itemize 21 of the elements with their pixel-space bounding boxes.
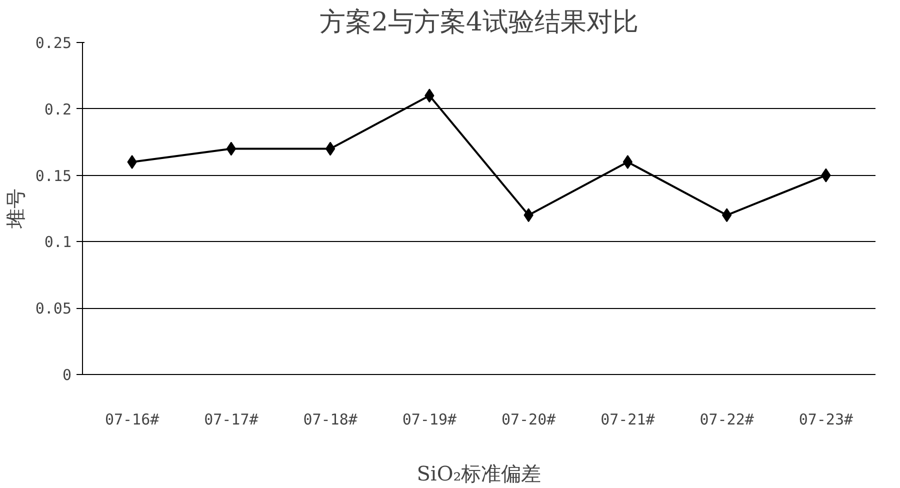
x-tick-label: 07-23# <box>798 410 854 428</box>
x-tick-label: 07-21# <box>600 410 655 428</box>
point <box>722 208 732 222</box>
y-tick-label: 0.05 <box>35 300 72 318</box>
x-tick-label: 07-20# <box>501 410 556 428</box>
point <box>622 155 633 170</box>
y-tick-label: 0.25 <box>35 34 72 52</box>
y-tick-label: 0.1 <box>44 233 72 252</box>
y-tick-label: 0 <box>62 366 72 384</box>
x-axis-title: SiO₂标准偏差 <box>416 462 542 486</box>
point <box>325 142 336 156</box>
x-tick-label: 07-16# <box>104 410 160 428</box>
x-tick-label: 07-18# <box>303 410 358 428</box>
y-tick-label: 0.15 <box>35 166 72 185</box>
x-tick-label: 07-17# <box>204 410 258 428</box>
chart-title: 方案2与方案4试验结果对比 <box>319 8 639 38</box>
x-tick-label: 07-22# <box>700 410 754 428</box>
y-axis-title: 堆号 <box>3 188 28 230</box>
y-tick-label: 0.2 <box>44 100 72 118</box>
x-tick-label: 07-19# <box>402 410 457 428</box>
point <box>226 142 236 156</box>
